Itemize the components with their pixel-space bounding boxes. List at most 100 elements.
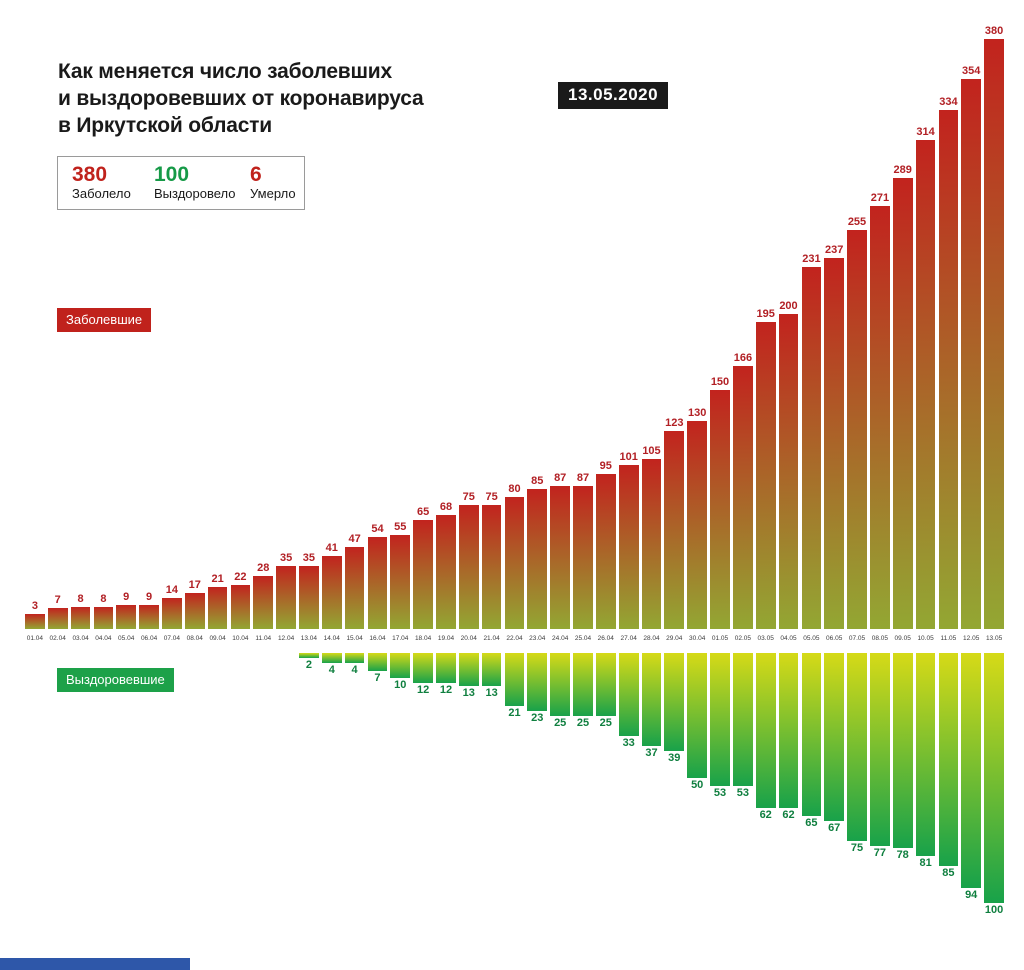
bar-infected	[25, 614, 45, 629]
x-axis-tick: 12.04	[277, 635, 295, 642]
bar-infected	[47, 608, 68, 629]
bar-infected	[527, 489, 548, 629]
value-label-infected: 7	[54, 594, 61, 606]
x-axis-tick: 07.05	[848, 635, 866, 642]
value-label-recovered: 81	[919, 857, 932, 869]
bar-infected	[915, 140, 936, 629]
x-axis-tick: 11.04	[255, 635, 272, 642]
bar-infected	[321, 556, 342, 629]
stat-infected-label: Заболело	[72, 186, 131, 201]
x-axis-tick: 05.05	[803, 635, 820, 642]
bar-infected	[870, 206, 890, 629]
value-label-recovered: 100	[984, 904, 1004, 916]
bar-infected	[276, 566, 296, 629]
x-axis-tick: 03.04	[72, 635, 89, 642]
value-label-infected: 8	[100, 593, 107, 605]
title-line-3: в Иркутской области	[58, 114, 272, 137]
bar-infected	[139, 605, 159, 629]
x-axis-tick: 24.04	[552, 635, 569, 642]
value-label-recovered: 13	[462, 687, 475, 699]
bar-recovered	[299, 653, 319, 658]
bar-recovered	[664, 653, 685, 751]
bar-infected	[961, 79, 982, 629]
bar-infected	[299, 566, 319, 629]
value-label-infected: 101	[619, 451, 638, 463]
value-label-recovered: 25	[576, 717, 590, 729]
stat-infected: 380 Заболело	[72, 164, 154, 201]
stat-recovered: 100 Выздоровело	[154, 164, 250, 201]
value-label-recovered: 4	[351, 664, 358, 676]
bar-recovered	[938, 653, 959, 866]
bar-recovered	[710, 653, 730, 786]
x-axis-tick: 08.04	[186, 635, 203, 642]
x-axis-tick: 02.04	[49, 635, 66, 642]
x-axis-tick: 20.04	[460, 635, 477, 642]
value-label-recovered: 53	[713, 787, 727, 799]
stat-recovered-value: 100	[154, 163, 190, 186]
value-label-infected: 87	[576, 472, 590, 484]
bar-infected	[984, 39, 1004, 629]
bar-infected	[847, 230, 867, 629]
bar-infected	[390, 535, 411, 629]
value-label-infected: 55	[394, 521, 407, 533]
page-title: Как меняется число заболевших и выздоров…	[58, 58, 424, 139]
bar-infected	[664, 431, 685, 629]
value-label-infected: 68	[439, 501, 453, 513]
value-label-recovered: 75	[850, 842, 864, 854]
value-label-infected: 105	[642, 445, 661, 457]
x-axis-tick: 28.04	[643, 635, 660, 642]
value-label-infected: 35	[279, 552, 293, 564]
bar-recovered	[550, 653, 571, 716]
bar-recovered	[390, 653, 411, 678]
value-label-infected: 380	[984, 25, 1004, 37]
bar-infected	[595, 474, 616, 629]
bar-recovered	[481, 653, 502, 686]
bar-recovered	[687, 653, 708, 778]
value-label-infected: 41	[325, 542, 338, 554]
bar-recovered	[413, 653, 433, 683]
value-label-infected: 289	[893, 164, 912, 176]
bar-infected	[436, 515, 456, 629]
bar-infected	[778, 314, 799, 629]
value-label-infected: 95	[599, 460, 612, 472]
bar-infected	[618, 465, 639, 629]
bar-recovered	[824, 653, 845, 821]
x-axis-tick: 04.05	[780, 635, 797, 642]
date-badge: 13.05.2020	[558, 82, 669, 109]
value-label-infected: 314	[916, 126, 935, 138]
footer-strip	[0, 958, 190, 970]
bar-infected	[481, 505, 502, 629]
summary-stats-box: 380 Заболело 100 Выздоровело 6 Умерло	[57, 156, 305, 210]
legend-recovered-badge: Выздоровевшие	[57, 668, 174, 692]
x-axis-tick: 06.04	[140, 635, 158, 642]
value-label-infected: 123	[665, 417, 684, 429]
bar-infected	[550, 486, 571, 629]
x-axis-tick: 06.05	[826, 635, 843, 642]
x-axis-tick: 22.04	[506, 635, 523, 642]
bar-infected	[458, 505, 479, 629]
x-axis-tick: 17.04	[392, 635, 409, 642]
value-label-infected: 87	[554, 472, 567, 484]
x-axis-tick: 14.04	[323, 635, 340, 642]
bar-infected	[710, 390, 730, 629]
bar-recovered	[367, 653, 388, 671]
bar-recovered	[527, 653, 548, 711]
value-label-infected: 130	[688, 407, 707, 419]
value-label-recovered: 12	[439, 684, 453, 696]
value-label-recovered: 12	[416, 684, 430, 696]
value-label-infected: 9	[123, 591, 130, 603]
value-label-recovered: 37	[645, 747, 658, 759]
bar-infected	[230, 585, 251, 629]
value-label-infected: 9	[146, 591, 153, 603]
x-axis-tick: 25.04	[574, 635, 592, 642]
bar-infected	[207, 587, 228, 629]
bar-infected	[687, 421, 708, 629]
bar-infected	[344, 547, 365, 629]
value-label-recovered: 7	[374, 672, 381, 684]
value-label-infected: 28	[257, 562, 270, 574]
x-axis-tick: 21.04	[483, 635, 500, 642]
bar-recovered	[573, 653, 593, 716]
value-label-recovered: 25	[599, 717, 612, 729]
value-label-recovered: 4	[328, 664, 335, 676]
